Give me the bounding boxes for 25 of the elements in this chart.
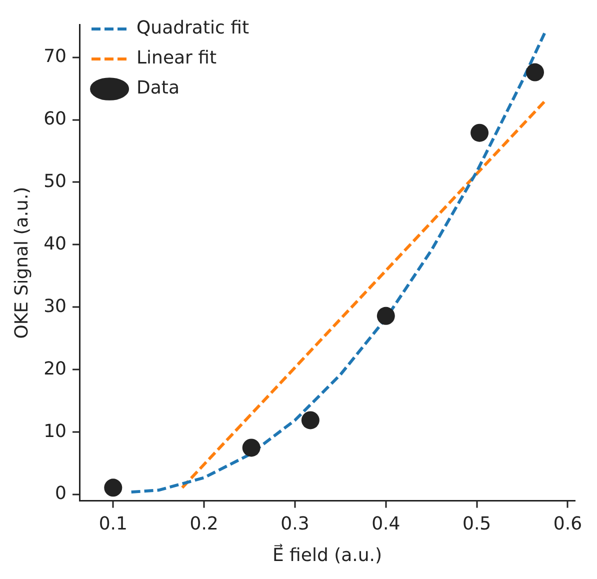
y-tick-label: 30 — [44, 296, 67, 317]
x-tick-label: 0.6 — [553, 513, 582, 534]
y-tick-label: 10 — [44, 420, 67, 442]
x-tick-label: 0.3 — [280, 513, 310, 534]
y-tick-label: 50 — [44, 170, 67, 192]
point — [376, 306, 395, 325]
y-tick-label: 60 — [44, 108, 67, 130]
y-axis-title: OKE Signal (a.u.) — [11, 186, 32, 339]
y-tick-label: 20 — [44, 358, 67, 380]
point — [526, 63, 544, 82]
point — [470, 124, 489, 142]
point — [242, 438, 260, 457]
legend-label: Quadratic fit — [136, 18, 250, 39]
legend-label: Data — [136, 78, 180, 99]
x-tick-label: 0.5 — [462, 513, 492, 534]
x-tick-label: 0.2 — [190, 513, 218, 534]
x-tick-label: 0.4 — [372, 513, 400, 534]
y-tick-label: 40 — [44, 233, 67, 254]
x-axis-title: E⃗ field (a.u.) — [272, 544, 382, 566]
y-tick-label: 0 — [55, 483, 67, 504]
legend-label: Linear fit — [136, 48, 217, 69]
y-tick-label: 70 — [44, 46, 67, 67]
point — [301, 411, 320, 430]
x-tick-label: 0.1 — [98, 513, 128, 534]
point — [104, 478, 122, 497]
